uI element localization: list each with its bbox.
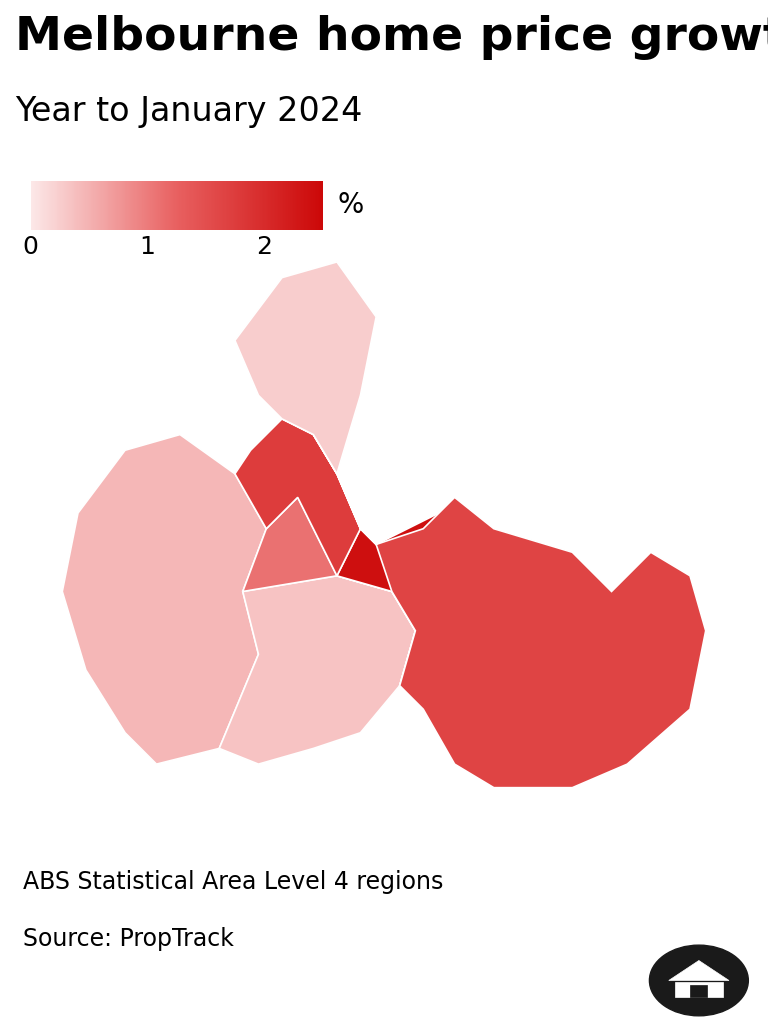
- Polygon shape: [313, 434, 706, 787]
- Text: Melbourne home price growth: Melbourne home price growth: [15, 14, 768, 59]
- Polygon shape: [669, 961, 729, 981]
- Polygon shape: [235, 262, 376, 474]
- Polygon shape: [690, 985, 707, 997]
- Polygon shape: [235, 262, 376, 474]
- Polygon shape: [219, 575, 415, 764]
- Polygon shape: [235, 419, 360, 575]
- Text: Source: PropTrack: Source: PropTrack: [23, 927, 234, 951]
- Text: ABS Statistical Area Level 4 regions: ABS Statistical Area Level 4 regions: [23, 870, 443, 894]
- Polygon shape: [243, 498, 337, 592]
- Circle shape: [650, 945, 748, 1016]
- Polygon shape: [337, 513, 611, 717]
- Polygon shape: [337, 545, 392, 592]
- Polygon shape: [675, 982, 723, 997]
- Text: %: %: [338, 190, 364, 219]
- Polygon shape: [337, 513, 611, 717]
- Text: Year to January 2024: Year to January 2024: [15, 95, 362, 128]
- Polygon shape: [62, 434, 266, 764]
- Polygon shape: [423, 552, 706, 787]
